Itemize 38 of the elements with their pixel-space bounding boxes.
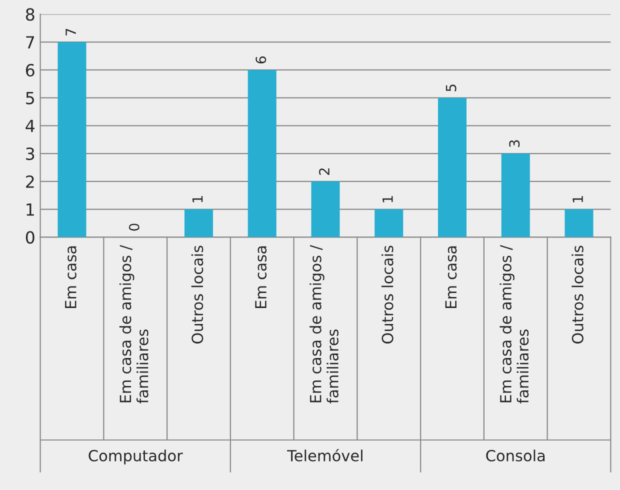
x-tick-label: Em casa: [65, 246, 76, 308]
y-tick-label: 0: [26, 231, 34, 244]
y-tick-label: 5: [26, 92, 34, 104]
bar: [501, 154, 530, 238]
y-tick-label: 6: [26, 64, 34, 77]
text: Telemóvel: [287, 448, 362, 462]
x-tick-label: Outros locais: [191, 246, 204, 344]
data-label: 7: [66, 28, 76, 36]
x-tick-label: Em casa de amigos / familiares: [310, 245, 338, 404]
data-label: 6: [256, 56, 266, 64]
y-tick-label: 7: [26, 36, 34, 48]
y-tick-label: 4: [26, 120, 35, 132]
bar: [311, 181, 340, 238]
y-tick-label: 8: [26, 8, 34, 21]
bar: [248, 70, 276, 238]
data-label: 3: [509, 140, 520, 147]
bar: [374, 209, 404, 238]
bar: [58, 42, 86, 238]
data-label: 2: [319, 168, 330, 175]
bar: [184, 209, 214, 238]
data-label: 0: [128, 224, 140, 231]
y-tick-label: 1: [26, 203, 34, 216]
y-tick-label: 2: [26, 175, 34, 188]
x-tick-label: Em casa: [445, 246, 457, 308]
data-label: 5: [446, 84, 456, 92]
x-tick-label: Em casa: [255, 246, 267, 308]
text: Consola: [486, 450, 545, 462]
bar: [564, 209, 594, 238]
bar: [438, 98, 467, 238]
y-tick-label: 3: [26, 148, 34, 160]
data-label: 1: [382, 196, 393, 202]
text: Computador: [88, 450, 183, 464]
x-tick-label: Em casa de amigos / familiares: [500, 245, 529, 404]
x-tick-label: Outros locais: [572, 246, 584, 344]
x-tick-label: Em casa de amigos / familiares: [119, 245, 148, 404]
x-tick-label: Outros locais: [381, 246, 394, 344]
data-label: 1: [192, 196, 203, 202]
data-label: 1: [572, 196, 583, 202]
